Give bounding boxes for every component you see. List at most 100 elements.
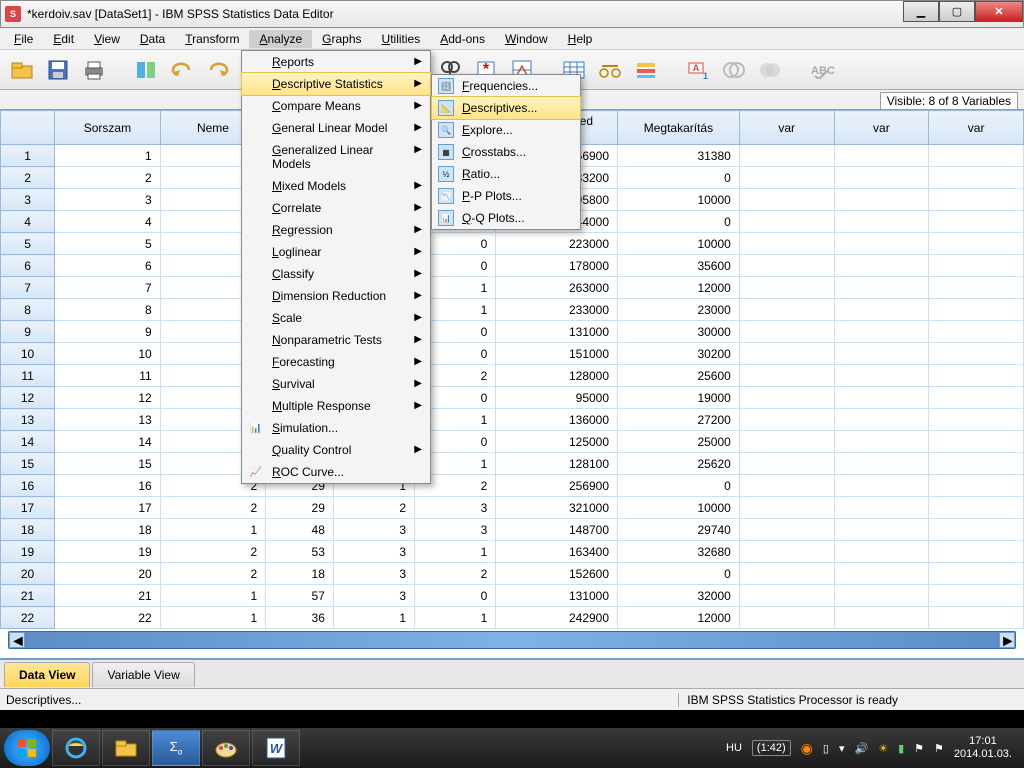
cell[interactable] xyxy=(929,431,1024,453)
submenu-item-explore-[interactable]: 🔍Explore... xyxy=(432,119,580,141)
cell[interactable]: 25600 xyxy=(618,365,740,387)
row-number[interactable]: 22 xyxy=(1,607,55,629)
tray-icon[interactable]: ▮ xyxy=(898,742,904,755)
analyze-item-simulation-[interactable]: 📊Simulation... xyxy=(242,417,430,439)
cell[interactable]: 1 xyxy=(160,519,266,541)
analyze-item-forecasting[interactable]: Forecasting▶ xyxy=(242,351,430,373)
analyze-item-mixed-models[interactable]: Mixed Models▶ xyxy=(242,175,430,197)
cell[interactable]: 36 xyxy=(266,607,334,629)
cell[interactable]: 12000 xyxy=(618,277,740,299)
row-number[interactable]: 5 xyxy=(1,233,55,255)
cell[interactable]: 148700 xyxy=(496,519,618,541)
print-button[interactable] xyxy=(78,54,110,86)
cell[interactable] xyxy=(834,167,929,189)
cell[interactable] xyxy=(834,299,929,321)
menu-edit[interactable]: Edit xyxy=(43,30,84,48)
cell[interactable]: 3 xyxy=(333,519,414,541)
sets-button[interactable] xyxy=(718,54,750,86)
cell[interactable] xyxy=(739,145,834,167)
row-number[interactable]: 2 xyxy=(1,167,55,189)
cell[interactable] xyxy=(929,453,1024,475)
column-header[interactable]: Megtakarítás xyxy=(618,111,740,145)
cell[interactable] xyxy=(929,585,1024,607)
analyze-item-survival[interactable]: Survival▶ xyxy=(242,373,430,395)
submenu-item-frequencies-[interactable]: 🔢Frequencies... xyxy=(432,75,580,97)
cell[interactable]: 3 xyxy=(55,189,161,211)
cell[interactable]: 7 xyxy=(55,277,161,299)
cell[interactable]: 31380 xyxy=(618,145,740,167)
cell[interactable] xyxy=(834,387,929,409)
cell[interactable]: 1 xyxy=(55,145,161,167)
cell[interactable]: 256900 xyxy=(496,475,618,497)
cell[interactable]: 163400 xyxy=(496,541,618,563)
cell[interactable]: 53 xyxy=(266,541,334,563)
cell[interactable]: 3 xyxy=(333,585,414,607)
cell[interactable]: 178000 xyxy=(496,255,618,277)
tray-icon[interactable]: ☀ xyxy=(878,742,888,755)
spss-taskbar-icon[interactable]: Σα xyxy=(152,730,200,766)
cell[interactable]: 0 xyxy=(415,585,496,607)
cell[interactable]: 21 xyxy=(55,585,161,607)
cell[interactable] xyxy=(739,255,834,277)
menu-file[interactable]: File xyxy=(4,30,43,48)
analyze-item-descriptive-statistics[interactable]: Descriptive Statistics▶ xyxy=(241,72,431,96)
cell[interactable]: 1 xyxy=(160,585,266,607)
recall-button[interactable] xyxy=(130,54,162,86)
cell[interactable] xyxy=(929,233,1024,255)
cell[interactable]: 0 xyxy=(618,167,740,189)
cell[interactable] xyxy=(739,541,834,563)
cell[interactable] xyxy=(739,365,834,387)
cell[interactable]: 57 xyxy=(266,585,334,607)
submenu-item-descriptives-[interactable]: 📐Descriptives... xyxy=(431,96,581,120)
cell[interactable]: 22 xyxy=(55,607,161,629)
cell[interactable]: 1 xyxy=(415,541,496,563)
cell[interactable]: 152600 xyxy=(496,563,618,585)
cell[interactable] xyxy=(929,277,1024,299)
cell[interactable]: 136000 xyxy=(496,409,618,431)
cell[interactable] xyxy=(929,387,1024,409)
cell[interactable]: 25620 xyxy=(618,453,740,475)
row-number[interactable]: 20 xyxy=(1,563,55,585)
analyze-item-roc-curve-[interactable]: 📈ROC Curve... xyxy=(242,461,430,483)
analyze-item-general-linear-model[interactable]: General Linear Model▶ xyxy=(242,117,430,139)
analyze-item-multiple-response[interactable]: Multiple Response▶ xyxy=(242,395,430,417)
cell[interactable] xyxy=(739,321,834,343)
cell[interactable]: 263000 xyxy=(496,277,618,299)
data-view-tab[interactable]: Data View xyxy=(4,662,90,687)
menu-graphs[interactable]: Graphs xyxy=(312,30,371,48)
weight-button[interactable] xyxy=(594,54,626,86)
cell[interactable] xyxy=(739,563,834,585)
row-number[interactable]: 7 xyxy=(1,277,55,299)
row-number[interactable]: 9 xyxy=(1,321,55,343)
cell[interactable]: 13 xyxy=(55,409,161,431)
cell[interactable] xyxy=(834,409,929,431)
row-number[interactable]: 17 xyxy=(1,497,55,519)
cell[interactable]: 125000 xyxy=(496,431,618,453)
analyze-item-classify[interactable]: Classify▶ xyxy=(242,263,430,285)
analyze-item-loglinear[interactable]: Loglinear▶ xyxy=(242,241,430,263)
cell[interactable] xyxy=(834,277,929,299)
cell[interactable]: 321000 xyxy=(496,497,618,519)
cell[interactable] xyxy=(929,145,1024,167)
cell[interactable]: 12 xyxy=(55,387,161,409)
cell[interactable]: 32000 xyxy=(618,585,740,607)
analyze-item-reports[interactable]: Reports▶ xyxy=(242,51,430,73)
cell[interactable]: 2 xyxy=(333,497,414,519)
column-header[interactable]: var xyxy=(929,111,1024,145)
start-button[interactable] xyxy=(4,730,50,766)
undo-button[interactable] xyxy=(166,54,198,86)
cell[interactable]: 4 xyxy=(55,211,161,233)
cell[interactable]: 11 xyxy=(55,365,161,387)
cell[interactable] xyxy=(929,189,1024,211)
submenu-item-ratio-[interactable]: ½Ratio... xyxy=(432,163,580,185)
menu-help[interactable]: Help xyxy=(558,30,603,48)
cell[interactable] xyxy=(739,189,834,211)
cell[interactable]: 29740 xyxy=(618,519,740,541)
cell[interactable]: 223000 xyxy=(496,233,618,255)
cell[interactable]: 10000 xyxy=(618,233,740,255)
cell[interactable]: 95000 xyxy=(496,387,618,409)
cell[interactable]: 10 xyxy=(55,343,161,365)
cell[interactable]: 151000 xyxy=(496,343,618,365)
cell[interactable] xyxy=(834,343,929,365)
tray-icon[interactable]: ◉ xyxy=(801,740,813,757)
